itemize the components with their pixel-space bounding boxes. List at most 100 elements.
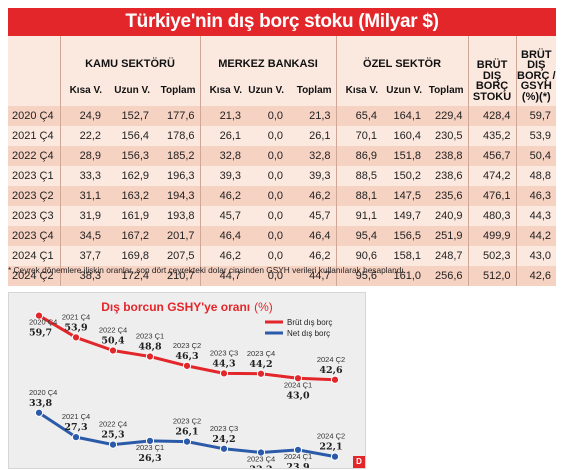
- data-point: [219, 369, 229, 378]
- kamu-uzun-cell: 169,8: [106, 246, 154, 266]
- merkez-uzun-cell: 0,0: [246, 126, 288, 146]
- period-cell: 2022 Ç4: [8, 146, 60, 166]
- legend-label-1: Net dış borç: [287, 329, 330, 338]
- point-value-label: 50,4: [101, 336, 125, 347]
- kamu-kisa-cell: 31,1: [59, 186, 106, 206]
- debt-table-panel: Türkiye'nin dış borç stoku (Milyar $) KA…: [8, 8, 557, 286]
- kamu-kisa-cell: 38,3: [59, 266, 106, 286]
- ozel-toplam-cell: 238,6: [426, 166, 469, 186]
- merkez-kisa-cell: 21,3: [199, 106, 246, 126]
- kamu-uzun-cell: 172,4: [106, 266, 154, 286]
- ozel-uzun-cell: 161,0: [382, 266, 427, 286]
- merkez-uzun-cell: 0,0: [246, 266, 288, 286]
- kamu-toplam-cell: 178,6: [154, 126, 200, 146]
- col-header-merkez-uzun: Uzun V.: [246, 74, 288, 106]
- ozel-toplam-cell: 230,5: [426, 126, 469, 146]
- point-period-label: 2020 Ç4: [29, 318, 57, 327]
- data-point: [71, 333, 81, 342]
- brut-stok-cell: 456,7: [467, 146, 517, 166]
- ozel-uzun-cell: 149,7: [382, 206, 427, 226]
- col-header-kamu-uzun: Uzun V.: [106, 74, 154, 106]
- point-value-label: 44,3: [212, 358, 235, 369]
- merkez-kisa-cell: 46,2: [199, 186, 246, 206]
- point-value-label: 33,8: [29, 398, 53, 409]
- kamu-kisa-cell: 34,5: [59, 226, 106, 246]
- point-value-label: 43,0: [286, 390, 310, 401]
- point-period-label: 2024 Ç1: [284, 380, 312, 389]
- point-value-label: 46,3: [175, 351, 198, 362]
- kamu-toplam-cell: 196,3: [154, 166, 200, 186]
- kamu-uzun-cell: 156,3: [106, 146, 154, 166]
- ozel-kisa-cell: 95,6: [335, 266, 383, 286]
- merkez-toplam-cell: 21,3: [288, 106, 337, 126]
- kamu-toplam-cell: 177,6: [154, 106, 200, 126]
- data-point: [330, 452, 340, 461]
- ozel-uzun-cell: 147,5: [382, 186, 427, 206]
- table-row: 2021 Ç4 22,2 156,4 178,6 26,1 0,0 26,1 70,1 160,…: [8, 126, 557, 146]
- ozel-kisa-cell: 65,4: [335, 106, 383, 126]
- ozel-toplam-cell: 229,4: [426, 106, 469, 126]
- merkez-uzun-cell: 0,0: [246, 226, 288, 246]
- kamu-uzun-cell: 161,9: [106, 206, 154, 226]
- point-value-label: 42,6: [319, 365, 343, 376]
- point-value-label: 53,9: [64, 322, 88, 333]
- brut-gsyh-cell: 59,7: [515, 106, 557, 126]
- ozel-uzun-cell: 164,1: [382, 106, 427, 126]
- brut-gsyh-cell: 48,8: [515, 166, 557, 186]
- ozel-uzun-cell: 158,1: [382, 246, 427, 266]
- merkez-kisa-cell: 39,3: [199, 166, 246, 186]
- table-body: 2020 Ç4 24,9 152,7 177,6 21,3 0,0 21,3 65,4 164,…: [8, 106, 557, 286]
- brut-stok-cell: 474,2: [467, 166, 517, 186]
- ratio-chart-panel: Dış borcun GSHY'ye oranı (%) Brüt dış borç…: [8, 292, 366, 469]
- kamu-uzun-cell: 163,2: [106, 186, 154, 206]
- brut-stok-cell: 512,0: [467, 266, 517, 286]
- merkez-kisa-cell: 26,1: [199, 126, 246, 146]
- ozel-kisa-cell: 95,4: [335, 226, 383, 246]
- merkez-uzun-cell: 0,0: [246, 106, 288, 126]
- data-point: [219, 444, 229, 453]
- ozel-kisa-cell: 90,6: [335, 246, 383, 266]
- point-value-label: 23,2: [249, 465, 272, 469]
- data-point: [330, 375, 340, 384]
- point-value-label: 27,3: [64, 422, 87, 433]
- col-header-ozel-uzun: Uzun V.: [382, 74, 427, 106]
- data-point: [182, 361, 192, 370]
- point-period-label: 2023 Ç3: [210, 348, 238, 357]
- group-header-ozel: ÖZEL SEKTÖR: [335, 36, 469, 74]
- data-point: [108, 440, 118, 449]
- period-cell: 2024 Ç1: [8, 246, 60, 266]
- period-cell: 2023 Ç1: [8, 166, 60, 186]
- ozel-toplam-cell: 256,6: [426, 266, 469, 286]
- brut-stok-cell: 499,9: [467, 226, 517, 246]
- point-period-label: 2024 Ç1: [284, 452, 312, 461]
- brut-stok-cell: 428,4: [467, 106, 517, 126]
- kamu-kisa-cell: 31,9: [59, 206, 106, 226]
- publisher-logo: D: [353, 456, 365, 468]
- data-point: [256, 369, 266, 378]
- kamu-uzun-cell: 167,2: [106, 226, 154, 246]
- point-value-label: 48,8: [138, 342, 162, 353]
- merkez-uzun-cell: 0,0: [246, 146, 288, 166]
- table-row: 2024 Ç2 38,3 172,4 210,7 44,7 0,0 44,7 95,6 161,…: [8, 266, 557, 286]
- period-cell: 2020 Ç4: [8, 106, 60, 126]
- data-point: [256, 448, 266, 457]
- col-header-ozel-kisa: Kısa V.: [335, 74, 383, 106]
- point-period-label: 2022 Ç4: [99, 326, 127, 335]
- col-header-merkez-toplam: Toplam: [288, 74, 337, 106]
- point-period-label: 2024 Ç2: [317, 432, 345, 441]
- brut-gsyh-cell: 46,3: [515, 186, 557, 206]
- data-point: [145, 436, 155, 445]
- point-period-label: 2022 Ç4: [99, 420, 127, 429]
- merkez-uzun-cell: 0,0: [246, 206, 288, 226]
- table-row: 2022 Ç4 28,9 156,3 185,2 32,8 0,0 32,8 86,9 151,…: [8, 146, 557, 166]
- data-point: [71, 433, 81, 442]
- point-period-label: 2023 Ç1: [136, 332, 164, 341]
- brut-gsyh-cell: 53,9: [515, 126, 557, 146]
- point-value-label: 26,1: [175, 427, 198, 438]
- brut-stok-cell: 502,3: [467, 246, 517, 266]
- col-header-kamu-toplam: Toplam: [154, 74, 200, 106]
- point-period-label: 2023 Ç1: [136, 443, 164, 452]
- ozel-kisa-cell: 88,5: [335, 166, 383, 186]
- ratio-line-chart: Dış borcun GSHY'ye oranı (%) Brüt dış borç…: [29, 300, 345, 469]
- period-cell: 2021 Ç4: [8, 126, 60, 146]
